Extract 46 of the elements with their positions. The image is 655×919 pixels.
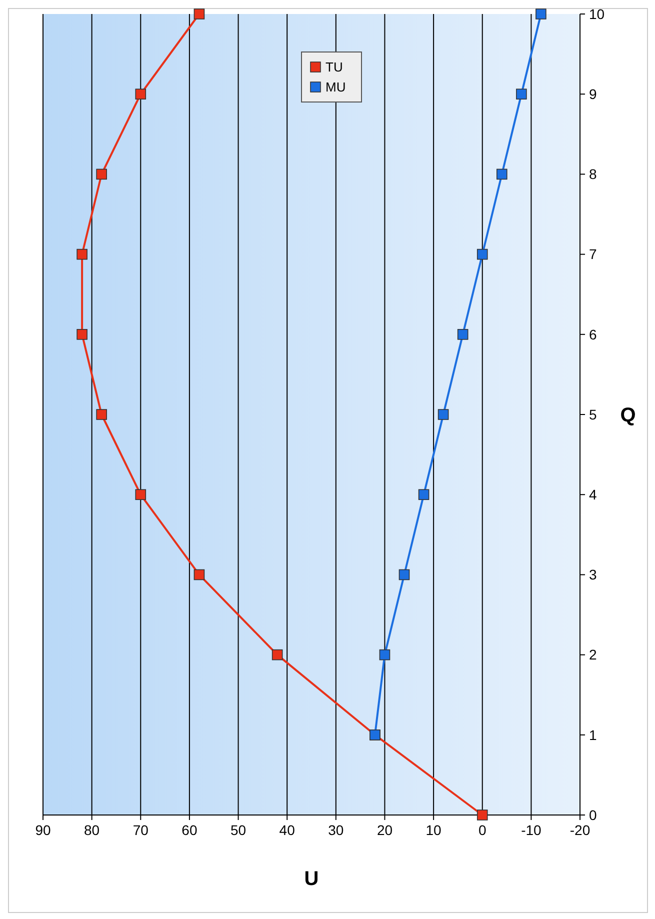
point — [272, 649, 283, 660]
y-axis-title: Q — [620, 404, 636, 426]
legend-label: TU — [326, 60, 343, 75]
y-tick-label: 4 — [589, 486, 597, 502]
point — [457, 329, 468, 340]
x-tick-label: 30 — [328, 822, 344, 838]
point — [96, 168, 107, 180]
y-tick-label: 0 — [589, 806, 597, 823]
y-tick-label: 3 — [589, 566, 597, 583]
point — [516, 88, 527, 100]
x-tick-label: 80 — [84, 822, 100, 838]
point — [135, 88, 146, 100]
point — [398, 569, 410, 580]
x-tick-label: 70 — [132, 822, 149, 838]
point — [194, 8, 205, 20]
point — [96, 409, 107, 420]
x-tick-label: 20 — [376, 822, 393, 838]
y-tick-label: 10 — [589, 6, 605, 22]
point — [438, 409, 449, 420]
point — [194, 569, 205, 580]
y-tick-label: 8 — [589, 166, 597, 182]
x-axis-title: U — [304, 868, 319, 890]
y-tick-label: 7 — [589, 246, 597, 262]
x-tick-label: 50 — [230, 822, 246, 838]
y-tick-label: 2 — [589, 646, 597, 663]
y-tick-label: 5 — [589, 406, 597, 422]
point — [76, 248, 88, 260]
x-tick-label: 40 — [279, 822, 296, 838]
point — [476, 248, 488, 260]
x-tick-label: -20 — [570, 822, 590, 838]
point — [476, 810, 488, 820]
point — [76, 329, 88, 340]
point — [135, 489, 146, 500]
point — [496, 168, 508, 180]
x-tick-label: -10 — [521, 822, 542, 838]
point — [418, 489, 430, 500]
point — [379, 649, 390, 660]
y-tick-label: 6 — [589, 326, 597, 342]
point — [536, 8, 546, 20]
x-tick-label: 10 — [426, 822, 442, 838]
x-tick-label: 0 — [478, 822, 486, 838]
y-tick-label: 1 — [589, 726, 597, 743]
x-tick-label: 90 — [35, 822, 51, 838]
x-tick-label: 60 — [182, 822, 198, 838]
y-tick-label: 9 — [589, 86, 597, 102]
legend-label: MU — [326, 80, 346, 95]
